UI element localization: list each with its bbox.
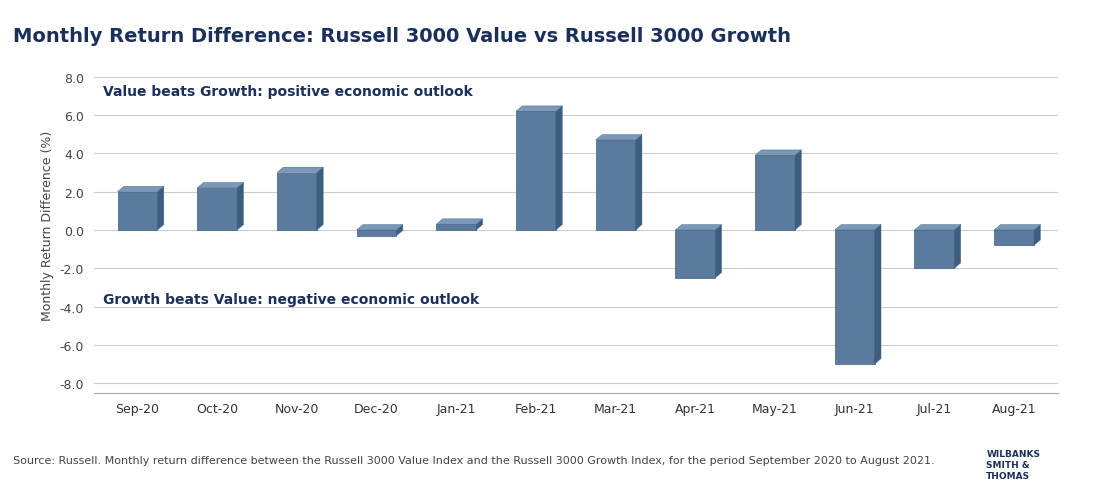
Polygon shape bbox=[835, 230, 875, 364]
Polygon shape bbox=[158, 187, 164, 230]
Polygon shape bbox=[1034, 225, 1040, 246]
Polygon shape bbox=[915, 230, 954, 269]
Polygon shape bbox=[397, 225, 403, 236]
Polygon shape bbox=[118, 187, 164, 192]
Polygon shape bbox=[237, 183, 244, 230]
Polygon shape bbox=[197, 183, 244, 188]
Polygon shape bbox=[555, 107, 562, 230]
Polygon shape bbox=[118, 192, 158, 230]
Polygon shape bbox=[835, 225, 880, 230]
Polygon shape bbox=[516, 107, 562, 112]
Polygon shape bbox=[197, 188, 237, 230]
Polygon shape bbox=[875, 225, 880, 364]
Text: Monthly Return Difference: Russell 3000 Value vs Russell 3000 Growth: Monthly Return Difference: Russell 3000 … bbox=[13, 27, 791, 46]
Polygon shape bbox=[755, 151, 801, 156]
Polygon shape bbox=[596, 135, 642, 141]
Polygon shape bbox=[476, 220, 483, 230]
Polygon shape bbox=[994, 225, 1040, 230]
Polygon shape bbox=[516, 112, 555, 230]
Polygon shape bbox=[994, 230, 1034, 246]
Polygon shape bbox=[676, 225, 722, 230]
Polygon shape bbox=[915, 225, 961, 230]
Text: Growth beats Value: negative economic outlook: Growth beats Value: negative economic ou… bbox=[104, 292, 479, 306]
Polygon shape bbox=[676, 230, 715, 278]
Text: SMITH &: SMITH & bbox=[986, 460, 1030, 469]
Text: Source: Russell. Monthly return difference between the Russell 3000 Value Index : Source: Russell. Monthly return differen… bbox=[13, 455, 934, 465]
Text: WILBANKS: WILBANKS bbox=[986, 448, 1040, 458]
Polygon shape bbox=[357, 230, 397, 236]
Polygon shape bbox=[277, 168, 323, 173]
Polygon shape bbox=[277, 173, 316, 230]
Polygon shape bbox=[755, 156, 795, 230]
Text: THOMAS: THOMAS bbox=[986, 471, 1030, 480]
Polygon shape bbox=[436, 225, 476, 230]
Polygon shape bbox=[715, 225, 722, 278]
Polygon shape bbox=[316, 168, 323, 230]
Polygon shape bbox=[596, 141, 636, 230]
Y-axis label: Monthly Return Difference (%): Monthly Return Difference (%) bbox=[41, 131, 54, 321]
Polygon shape bbox=[636, 135, 642, 230]
Polygon shape bbox=[954, 225, 961, 269]
Text: Value beats Growth: positive economic outlook: Value beats Growth: positive economic ou… bbox=[104, 85, 473, 99]
Polygon shape bbox=[357, 225, 403, 230]
Polygon shape bbox=[795, 151, 801, 230]
Polygon shape bbox=[436, 220, 483, 225]
